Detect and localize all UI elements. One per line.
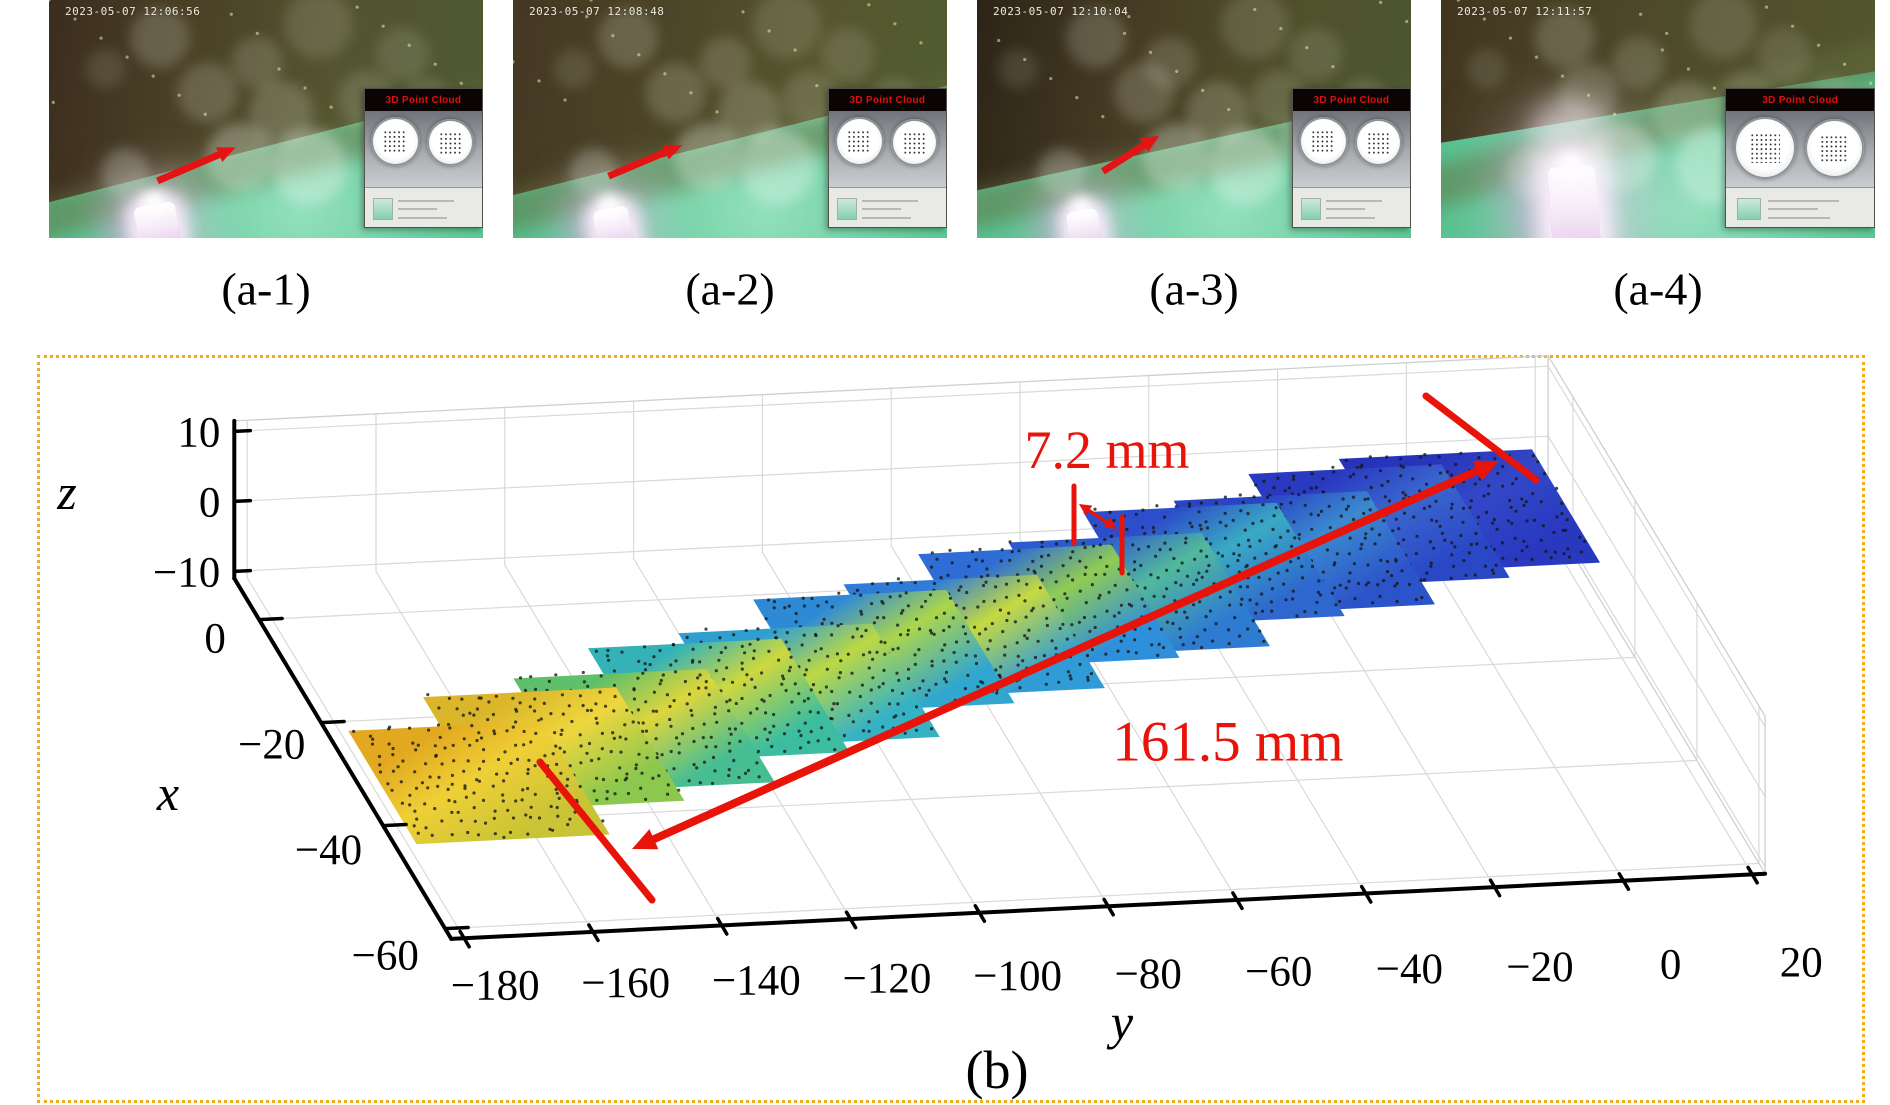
label-a2: (a-2) — [685, 263, 775, 315]
axis-label-y: y — [1110, 994, 1134, 1050]
svg-text:−60: −60 — [352, 933, 419, 980]
point-cloud-inset-window: 3D Point Cloud — [1291, 88, 1411, 229]
svg-text:−40: −40 — [295, 827, 362, 874]
annotation-161-5-mm: 161.5 mm — [1112, 710, 1344, 774]
annotation-7-2-mm: 7.2 mm — [1024, 420, 1190, 480]
label-a3: (a-3) — [1149, 263, 1239, 315]
timestamp: 2023-05-07 12:08:48 — [529, 5, 665, 18]
dot-grid — [383, 129, 408, 154]
svg-text:−180: −180 — [451, 962, 540, 1009]
svg-text:−160: −160 — [581, 960, 670, 1007]
axis-label-x: x — [156, 765, 180, 821]
photo-a3: 2023-05-07 12:10:04 3D Point Cloud — [977, 0, 1411, 238]
dot-grid — [439, 131, 462, 155]
svg-text:−40: −40 — [1376, 946, 1443, 993]
svg-text:20: 20 — [1780, 939, 1823, 986]
photo-a4: 2023-05-07 12:11:57 3D Point Cloud — [1441, 0, 1875, 238]
svg-text:−20: −20 — [1506, 944, 1573, 991]
photo-a1: 2023-05-07 12:06:56 3D Point Cloud — [49, 0, 483, 238]
label-a4: (a-4) — [1613, 263, 1703, 315]
timestamp: 2023-05-07 12:06:56 — [65, 5, 201, 18]
timestamp: 2023-05-07 12:11:57 — [1457, 5, 1593, 18]
camera-circle-left — [1733, 117, 1796, 180]
point-cloud-inset-window: 3D Point Cloud — [827, 88, 947, 229]
calibration-cameras — [364, 111, 482, 188]
timestamp: 2023-05-07 12:10:04 — [993, 5, 1129, 18]
camera-circle-right — [426, 119, 474, 167]
label-b: (b) — [965, 1040, 1029, 1100]
svg-text:−140: −140 — [712, 958, 801, 1005]
svg-text:−120: −120 — [843, 955, 932, 1002]
red-arrow-annotation — [607, 144, 683, 180]
camera-circle-left — [1298, 117, 1348, 167]
svg-text:−100: −100 — [973, 953, 1062, 1000]
svg-text:−10: −10 — [153, 549, 220, 596]
camera-circle-left — [370, 117, 420, 167]
svg-text:0: 0 — [199, 479, 221, 526]
inset-title-bar: 3D Point Cloud — [364, 89, 482, 112]
svg-text:−60: −60 — [1245, 949, 1312, 996]
label-a1: (a-1) — [221, 263, 311, 315]
svg-text:10: 10 — [177, 409, 220, 456]
point-cloud-inset-window: 3D Point Cloud — [363, 88, 483, 229]
red-arrow-annotation — [1100, 135, 1160, 175]
photo-a2: 2023-05-07 12:08:48 3D Point Cloud — [513, 0, 947, 238]
scan-thumbnail — [373, 198, 393, 220]
svg-text:0: 0 — [1660, 942, 1682, 989]
camera-circle-right — [1354, 119, 1402, 167]
panel-b-dotted-border — [37, 355, 1865, 1103]
svg-text:0: 0 — [204, 616, 226, 663]
svg-text:−20: −20 — [238, 721, 305, 768]
red-arrow-annotation — [156, 147, 236, 185]
camera-circle-right — [1804, 119, 1864, 179]
axis-label-z: z — [57, 464, 77, 520]
svg-text:−80: −80 — [1115, 951, 1182, 998]
camera-circle-left — [834, 117, 884, 167]
software-ui-strip — [364, 187, 482, 228]
camera-circle-right — [890, 119, 938, 167]
point-cloud-inset-window: 3D Point Cloud — [1725, 88, 1875, 229]
